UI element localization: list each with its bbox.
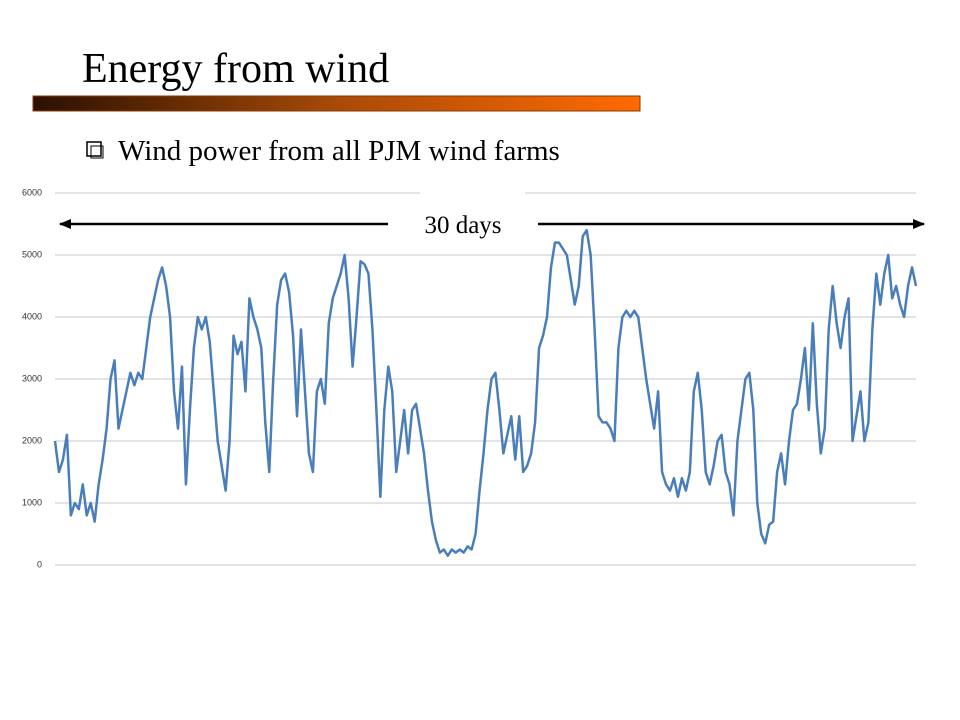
y-tick-label: 1000 xyxy=(22,497,42,507)
y-tick-label: 3000 xyxy=(22,373,42,383)
y-tick-label: 4000 xyxy=(22,311,42,321)
title-underline xyxy=(32,95,641,112)
annotation-box xyxy=(420,186,525,238)
bullet-shadow xyxy=(90,145,104,159)
plot: 0 1000 2000 3000 4000 5000 6000 xyxy=(22,187,918,569)
annotation: 30 days xyxy=(424,212,501,239)
y-tick-label: 2000 xyxy=(22,435,42,445)
slide-title: Energy from wind xyxy=(82,46,389,92)
bullet xyxy=(86,141,102,157)
data-line xyxy=(53,228,918,557)
y-tick-label: 0 xyxy=(37,559,42,569)
bullet-text: Wind power from all PJM wind farms xyxy=(118,135,560,167)
y-tick-label: 5000 xyxy=(22,249,42,259)
y-tick-label: 6000 xyxy=(22,187,42,197)
